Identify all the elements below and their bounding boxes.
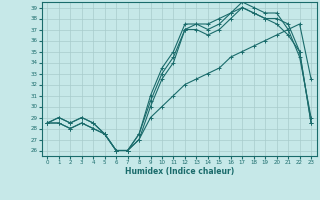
X-axis label: Humidex (Indice chaleur): Humidex (Indice chaleur)	[124, 167, 234, 176]
